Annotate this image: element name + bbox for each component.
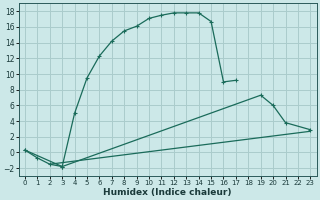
X-axis label: Humidex (Indice chaleur): Humidex (Indice chaleur) — [103, 188, 232, 197]
